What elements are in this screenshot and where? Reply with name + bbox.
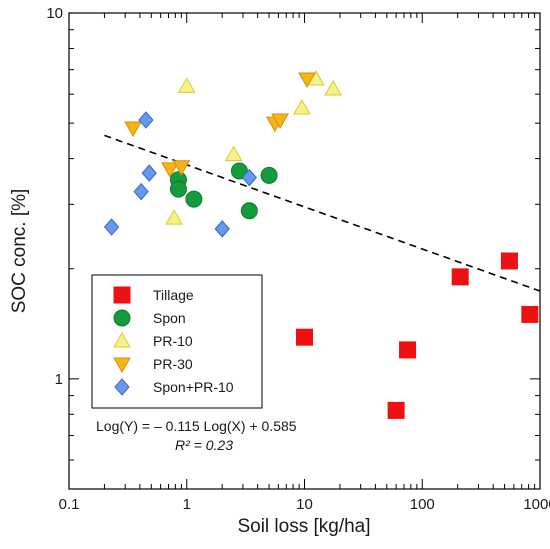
point-pr-10 [224, 145, 243, 162]
point-pr-30 [298, 72, 316, 89]
point-tillage [451, 268, 469, 286]
x-tick-label: 0.1 [59, 496, 80, 513]
legend-marker-spon-pr-10 [114, 378, 130, 396]
point-spon-pr-10 [138, 111, 154, 129]
legend-marker-tillage [113, 286, 131, 304]
x-tick-label: 10 [296, 496, 313, 513]
legend-marker-spon [113, 309, 131, 327]
point-spon [169, 180, 187, 198]
data-markers [103, 70, 539, 419]
legend-label-tillage: Tillage [153, 287, 194, 303]
point-tillage [296, 328, 313, 346]
point-spon [185, 190, 203, 208]
legend-label-spon-pr-10: Spon+PR-10 [153, 379, 234, 395]
y-axis-title: SOC conc. [%] [9, 189, 30, 314]
point-pr-30 [172, 160, 191, 176]
legend-label-spon: Spon [153, 310, 186, 326]
point-spon [240, 202, 258, 220]
point-pr-10 [293, 98, 311, 115]
legend-marker-pr-10 [113, 331, 131, 348]
x-tick-label: 1000 [523, 496, 550, 513]
y-tick-label: 1 [55, 371, 63, 388]
regression-line [104, 134, 541, 292]
point-spon-pr-10 [141, 164, 157, 182]
legend-label-pr-30: PR-30 [153, 356, 193, 372]
point-tillage [500, 252, 518, 270]
point-pr-30 [271, 113, 289, 129]
point-tillage [399, 341, 417, 359]
x-axis-title: Soil loss [kg/ha] [237, 516, 370, 537]
point-tillage [521, 305, 539, 323]
y-axis-ticks: 1 10 [46, 5, 540, 490]
point-pr-10 [165, 209, 183, 225]
point-pr-10 [324, 79, 342, 96]
point-pr-30 [161, 162, 179, 178]
legend-label-pr-10: PR-10 [153, 333, 193, 349]
point-spon [230, 162, 248, 180]
regression-r2: R² = 0.23 [175, 437, 233, 453]
point-pr-10 [177, 77, 196, 93]
point-spon [260, 166, 278, 184]
legend-marker-pr-30 [113, 357, 131, 374]
regression-equation: Log(Y) = – 0.115 Log(X) + 0.585 [96, 418, 297, 434]
y-tick-label: 10 [46, 5, 63, 22]
legend: Tillage Spon PR-10 PR-30 Spon+PR-10 [113, 286, 234, 396]
x-axis-ticks: 0.1 1 10 100 1000 [59, 13, 550, 513]
point-spon-pr-10 [214, 220, 230, 238]
point-spon-pr-10 [133, 182, 149, 201]
point-pr-30 [124, 121, 142, 137]
point-spon-pr-10 [241, 168, 257, 187]
x-tick-label: 1 [183, 496, 191, 513]
point-spon-pr-10 [103, 218, 120, 236]
x-tick-label: 100 [410, 496, 435, 513]
point-tillage [387, 401, 405, 419]
